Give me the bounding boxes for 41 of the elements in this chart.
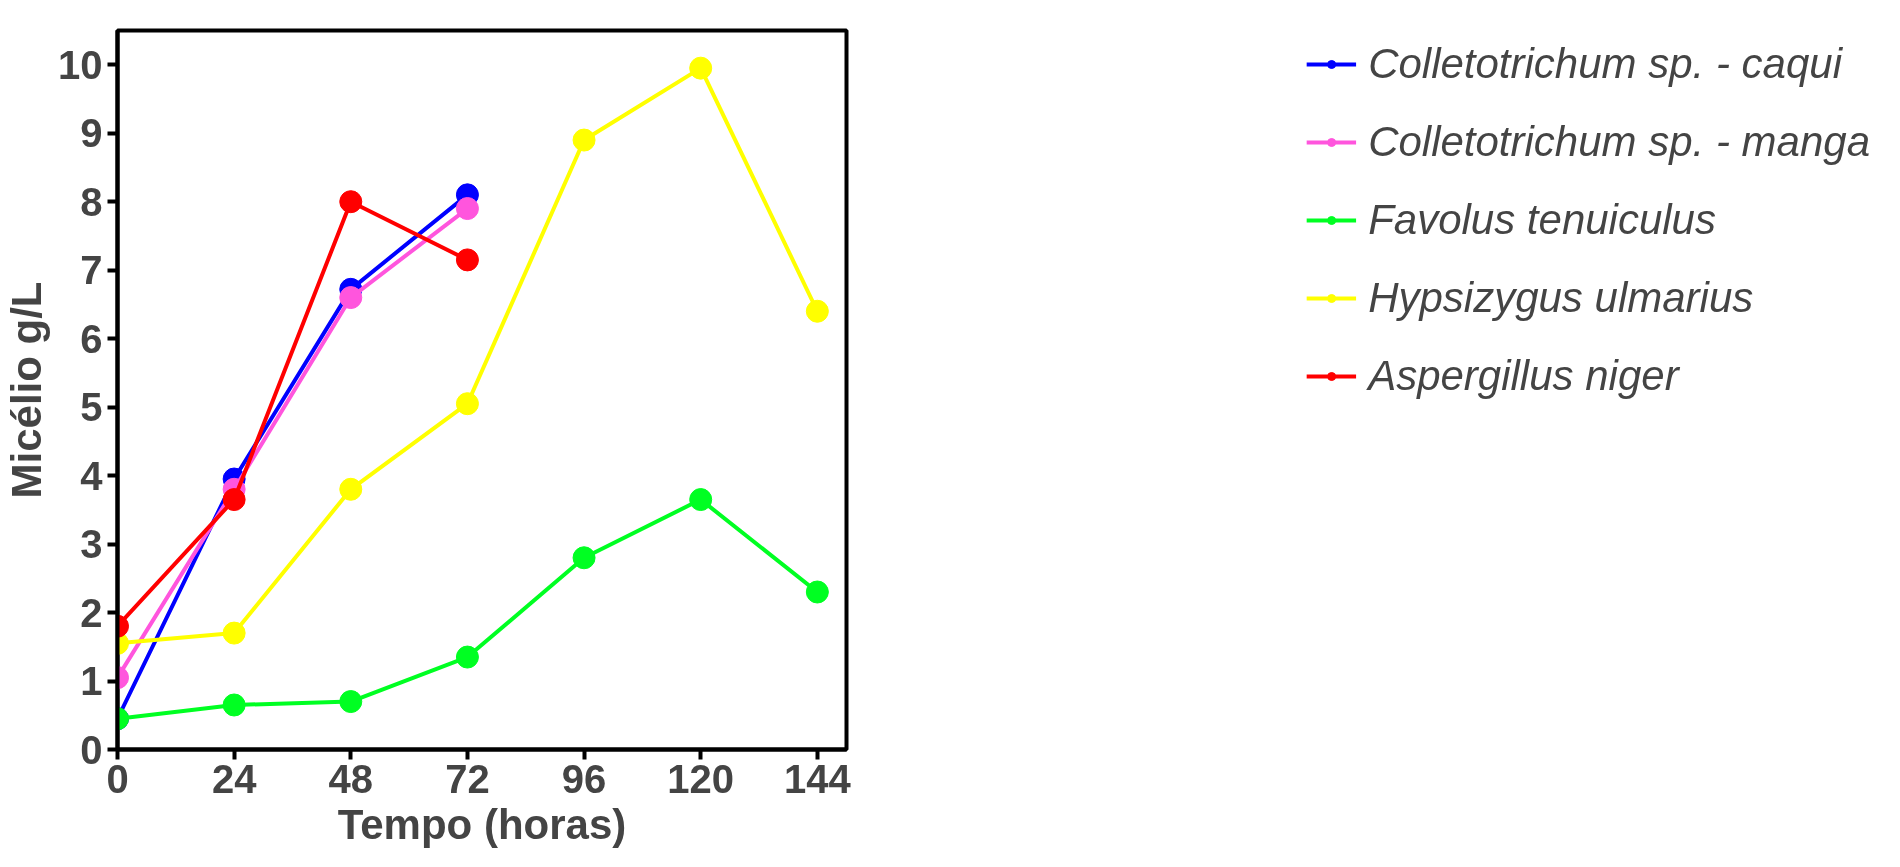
point <box>339 477 363 501</box>
point <box>572 128 596 152</box>
y-tick-label: 0 <box>80 727 103 772</box>
point <box>339 690 363 714</box>
y-tick-label: 7 <box>80 248 103 293</box>
y-tick-label: 5 <box>80 385 103 430</box>
y-tick-label: 2 <box>80 590 103 635</box>
point <box>455 392 479 416</box>
x-axis-title: Tempo (horas) <box>337 800 627 848</box>
y-tick-label: 8 <box>80 179 103 224</box>
y-tick-label: 1 <box>80 659 103 704</box>
x-tick-label: 120 <box>667 756 735 801</box>
x-tick-label: 96 <box>561 756 607 801</box>
point <box>805 580 829 604</box>
x-tick-label: 72 <box>445 756 490 801</box>
y-tick-label: 6 <box>80 316 103 361</box>
y-tick-label: 10 <box>58 42 103 87</box>
point <box>222 488 246 512</box>
y-tick-label: 9 <box>80 111 103 156</box>
legend-label: Aspergillus niger <box>1368 352 1679 400</box>
point <box>455 248 479 272</box>
legend-label: Colletotrichum sp. - caqui <box>1368 40 1842 88</box>
point <box>222 693 246 717</box>
legend-label: Favolus tenuiculus <box>1368 196 1716 244</box>
legend-label: Colletotrichum sp. - manga <box>1368 118 1870 166</box>
x-tick-label: 144 <box>783 756 852 801</box>
x-tick-label: 24 <box>211 756 258 801</box>
x-tick-label: 48 <box>328 756 374 801</box>
point <box>572 546 596 570</box>
legend-label: Hypsizygus ulmarius <box>1368 274 1754 322</box>
point <box>689 56 713 80</box>
y-axis-title: Micélio g/L <box>3 281 51 499</box>
point <box>455 197 479 221</box>
y-tick-label: 3 <box>80 522 103 567</box>
point <box>339 190 363 214</box>
point <box>222 621 246 645</box>
y-tick-label: 4 <box>80 453 104 498</box>
point <box>339 286 363 310</box>
point <box>689 488 713 512</box>
point <box>805 299 829 323</box>
point <box>455 645 479 669</box>
